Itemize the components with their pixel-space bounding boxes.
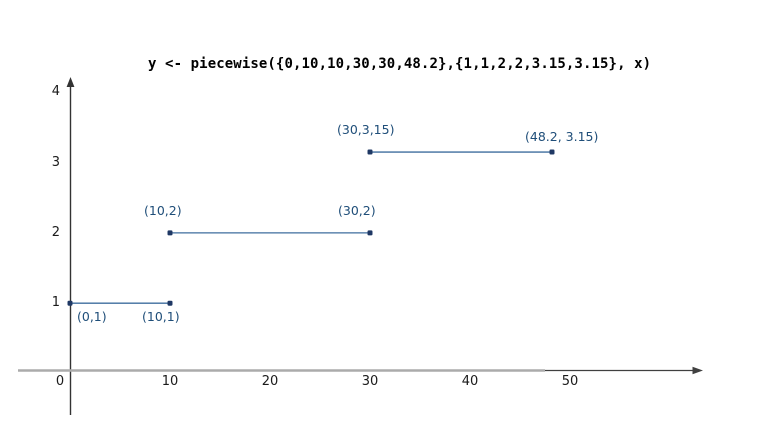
y-tick-label: 4: [51, 84, 60, 100]
y-tick-label: 2: [51, 224, 60, 240]
data-point-marker: [167, 300, 173, 306]
point-label: (30,2): [338, 202, 376, 218]
x-tick-label: 10: [161, 374, 179, 389]
point-label: (0,1): [77, 309, 107, 325]
y-tick-label: 3: [51, 154, 60, 170]
x-tick-label: 30: [361, 374, 379, 389]
data-point-marker: [167, 230, 173, 236]
x-tick-label: 20: [261, 374, 279, 389]
point-label: (30,3,15): [337, 122, 395, 138]
data-point-marker: [367, 230, 373, 236]
point-label: (48.2, 3.15): [525, 129, 599, 145]
point-label: (10,2): [144, 202, 182, 218]
x-tick-label: 40: [461, 374, 479, 389]
x-tick-label: 50: [561, 374, 579, 389]
x-tick-label: 0: [55, 374, 65, 389]
x-axis-arrowhead-icon: [692, 366, 703, 375]
data-point-marker: [549, 149, 555, 155]
chart-title: y <- piecewise({0,10,10,30,30,48.2},{1,1…: [148, 56, 652, 72]
data-point-marker: [67, 300, 73, 306]
y-tick-label: 1: [51, 295, 60, 311]
point-label: (10,1): [142, 309, 180, 325]
data-point-marker: [367, 149, 373, 155]
y-axis-arrowhead-icon: [66, 77, 75, 87]
